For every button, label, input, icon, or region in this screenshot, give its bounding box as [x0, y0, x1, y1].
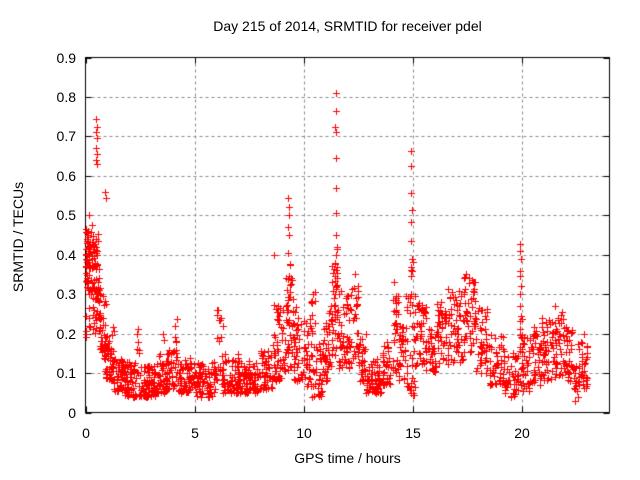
- y-tick-label-0.5: 0.5: [56, 207, 76, 223]
- x-axis-label: GPS time / hours: [294, 450, 401, 466]
- y-tick-label-0.9: 0.9: [56, 50, 76, 66]
- y-tick-label-0: 0: [68, 405, 76, 421]
- x-tick-label-20: 20: [514, 425, 530, 441]
- y-axis-label: SRMTID / TECUs: [10, 181, 26, 293]
- x-tick-label-5: 5: [191, 425, 199, 441]
- x-tick-label-0: 0: [82, 425, 90, 441]
- y-tick-label-0.6: 0.6: [56, 168, 76, 184]
- y-tick-label-0.3: 0.3: [56, 286, 76, 302]
- y-tick-label-0.8: 0.8: [56, 89, 76, 105]
- y-tick-label-0.1: 0.1: [56, 365, 76, 381]
- y-tick-label-0.7: 0.7: [56, 128, 76, 144]
- chart-title: Day 215 of 2014, SRMTID for receiver pde…: [213, 18, 482, 34]
- y-tick-label-0.2: 0.2: [56, 326, 76, 342]
- y-tick-label-0.4: 0.4: [56, 247, 76, 263]
- x-tick-label-15: 15: [405, 425, 421, 441]
- x-tick-label-10: 10: [296, 425, 312, 441]
